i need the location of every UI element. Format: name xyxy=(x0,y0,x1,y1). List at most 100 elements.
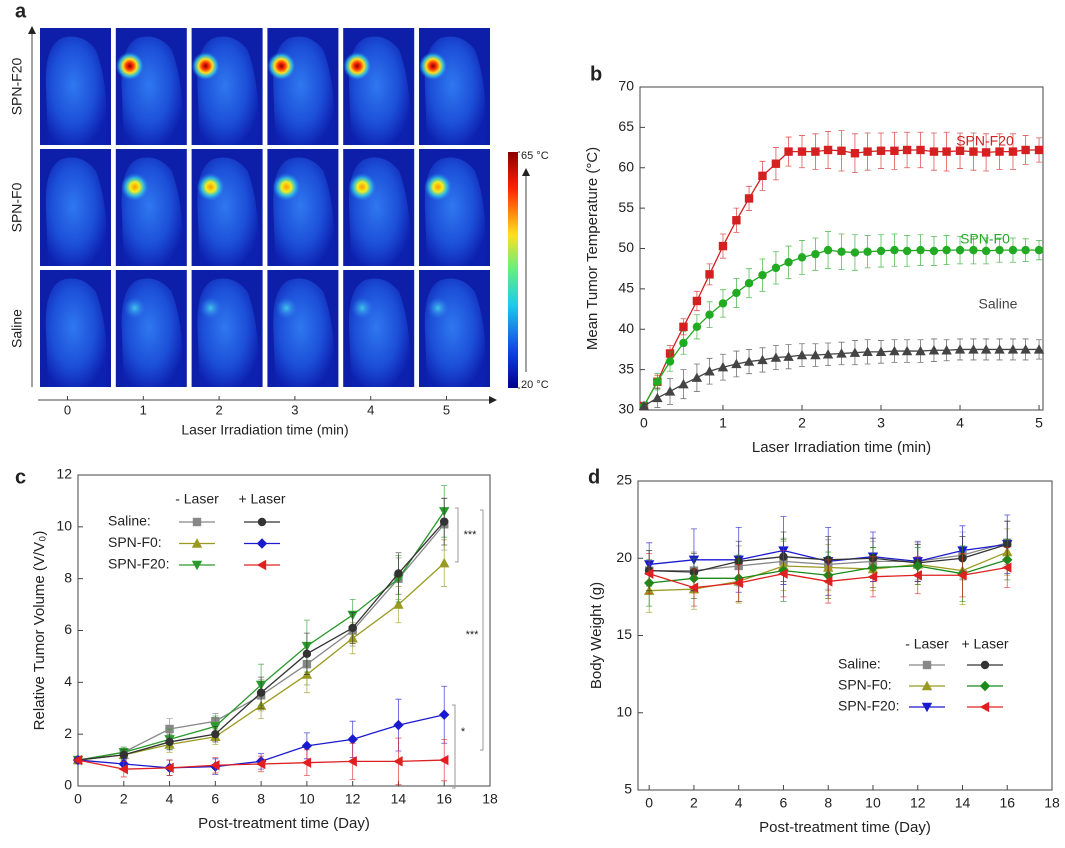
marker xyxy=(811,249,820,259)
marker xyxy=(394,569,403,578)
y-tick-label: 20 xyxy=(616,549,632,565)
marker xyxy=(705,310,714,319)
legend-marker xyxy=(256,559,267,571)
marker xyxy=(439,709,450,720)
marker xyxy=(1008,147,1018,156)
marker xyxy=(393,756,403,767)
marker xyxy=(1021,245,1030,255)
marker xyxy=(889,345,900,356)
y-axis-label: Mean Tumor Temperature (°C) xyxy=(584,147,601,350)
y-tick-label: 10 xyxy=(56,518,72,534)
marker xyxy=(981,148,991,157)
y-tick-label: 10 xyxy=(616,703,632,719)
x-tick-label: 6 xyxy=(780,795,788,811)
marker xyxy=(822,349,834,359)
hot-spot xyxy=(115,52,144,80)
marker xyxy=(890,146,899,155)
marker xyxy=(957,570,967,581)
marker xyxy=(165,737,174,747)
x-tick-label: 12 xyxy=(345,791,361,807)
marker xyxy=(731,358,742,369)
colorbar-label: 65 °C xyxy=(521,150,549,162)
marker xyxy=(863,147,872,156)
marker xyxy=(302,649,312,659)
marker xyxy=(902,246,912,256)
y-axis-label: Relative Tumor Volume (V/V₀) xyxy=(31,531,48,731)
legend-header: - Laser xyxy=(905,636,949,652)
y-tick-label: 40 xyxy=(618,320,634,336)
marker xyxy=(665,357,675,366)
panel-label: c xyxy=(15,466,26,488)
marker xyxy=(393,719,404,731)
marker xyxy=(849,347,861,357)
x-tick-label: 1 xyxy=(140,402,147,417)
x-tick-label: 3 xyxy=(877,415,885,431)
x-axis-label: Laser Irradiation time (min) xyxy=(181,422,348,438)
hot-spot xyxy=(427,297,449,319)
x-tick-label: 8 xyxy=(257,791,265,807)
marker xyxy=(784,258,793,267)
marker xyxy=(771,159,781,168)
y-tick-label: 0 xyxy=(64,777,72,793)
marker xyxy=(915,345,926,356)
row-label: Saline xyxy=(9,309,25,348)
x-tick-label: 4 xyxy=(735,795,743,811)
marker xyxy=(955,245,965,255)
marker xyxy=(664,386,676,396)
marker xyxy=(691,372,703,382)
marker xyxy=(347,734,358,745)
significance-label: * xyxy=(461,726,466,738)
x-tick-label: 4 xyxy=(956,415,964,431)
x-tick-label: 16 xyxy=(999,795,1015,811)
series-label: SPN-F0 xyxy=(960,231,1010,247)
x-tick-label: 2 xyxy=(798,415,806,431)
y-tick-label: 6 xyxy=(64,621,72,637)
legend-row-label: Saline: xyxy=(108,513,151,529)
y-tick-label: 30 xyxy=(618,401,634,417)
marker xyxy=(810,349,821,360)
legend-marker xyxy=(192,517,202,527)
marker xyxy=(969,147,978,156)
y-tick-label: 70 xyxy=(618,78,634,94)
y-tick-label: 45 xyxy=(618,280,634,296)
colorbar-label: 20 °C xyxy=(521,379,549,391)
marker xyxy=(942,147,951,156)
marker xyxy=(1020,344,1031,354)
marker xyxy=(733,577,743,589)
marker xyxy=(969,245,978,255)
marker xyxy=(890,245,899,255)
series-line xyxy=(77,562,445,761)
x-tick-label: 5 xyxy=(443,402,450,417)
hot-spot xyxy=(272,173,301,201)
x-tick-label: 12 xyxy=(910,795,926,811)
significance-bracket xyxy=(480,509,484,751)
marker xyxy=(875,346,887,357)
legend-row-label: Saline: xyxy=(838,656,881,672)
marker xyxy=(440,517,449,526)
marker xyxy=(916,245,925,255)
x-tick-label: 2 xyxy=(690,795,698,811)
x-tick-label: 3 xyxy=(291,402,298,417)
marker xyxy=(439,754,449,766)
marker xyxy=(811,147,820,156)
marker xyxy=(941,345,952,355)
marker xyxy=(758,270,767,280)
marker xyxy=(393,599,404,609)
marker xyxy=(1007,344,1019,354)
hot-spot xyxy=(267,52,296,80)
y-tick-label: 12 xyxy=(56,466,72,482)
marker xyxy=(118,763,128,775)
marker xyxy=(638,400,650,411)
y-axis-label: Body Weight (g) xyxy=(588,582,605,689)
hot-spot xyxy=(123,297,146,319)
colorbar xyxy=(508,152,518,388)
marker xyxy=(348,623,357,633)
x-tick-label: 10 xyxy=(865,795,881,811)
marker xyxy=(744,279,754,288)
marker xyxy=(778,568,788,579)
marker xyxy=(653,377,662,386)
hot-spot xyxy=(196,173,225,201)
x-tick-label: 10 xyxy=(299,791,315,807)
series-line xyxy=(643,149,1040,407)
legend-row-label: SPN-F20: xyxy=(838,698,899,714)
